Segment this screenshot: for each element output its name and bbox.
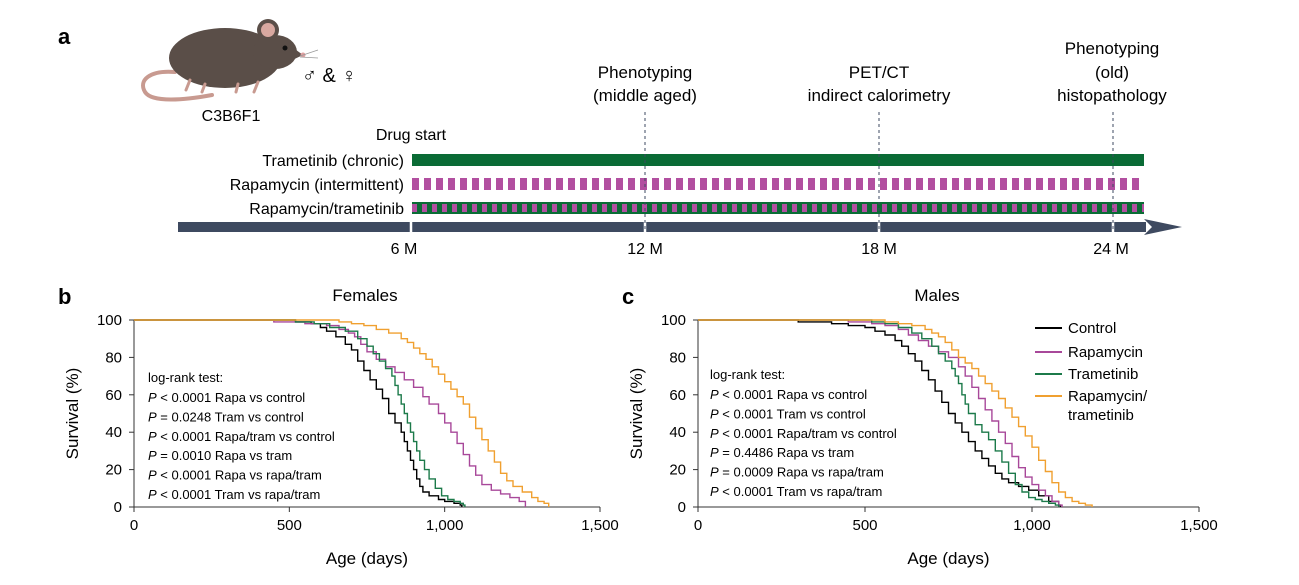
mouse-strain-label: C3B6F1 xyxy=(202,108,261,125)
x-tick-label-f: 0 xyxy=(130,517,138,534)
legend-label-control: Control xyxy=(1068,320,1116,337)
legend-label-combo-line-2: trametinib xyxy=(1068,407,1134,424)
stats-row-f: P < 0.0001 Rapa vs control xyxy=(148,390,305,405)
y-tick-label-f: 80 xyxy=(105,349,122,366)
x-axis-label-m: Age (days) xyxy=(907,549,989,568)
bar-label-rapamycin: Rapamycin (intermittent) xyxy=(230,177,404,194)
stats-row-m: P < 0.0001 Rapa/tram vs control xyxy=(710,426,897,441)
survival-curve-trametinib-m xyxy=(698,319,1060,507)
survival-curve-trametinib-f xyxy=(134,319,466,507)
panel-b-label: b xyxy=(58,284,71,309)
bar-label-trametinib: Trametinib (chronic) xyxy=(262,153,404,170)
stats-row-f: P < 0.0001 Tram vs rapa/tram xyxy=(148,487,320,502)
x-tick-label-m: 500 xyxy=(852,517,877,534)
milestone-1-line-2: (middle aged) xyxy=(593,86,697,105)
timeline: Drug start Trametinib (chronic) Rapamyci… xyxy=(178,39,1182,258)
y-tick-label-f: 60 xyxy=(105,387,122,404)
sex-label: ♂ & ♀ xyxy=(302,65,356,87)
milestone-3-line-2: (old) xyxy=(1095,63,1129,82)
y-tick-label-f: 100 xyxy=(97,312,122,329)
milestone-2-line-2: indirect calorimetry xyxy=(808,86,951,105)
drug-start-label: Drug start xyxy=(376,127,447,144)
y-tick-label-m: 20 xyxy=(669,462,686,479)
stats-row-m: P = 0.4486 Rapa vs tram xyxy=(710,445,854,460)
y-tick-label-f: 20 xyxy=(105,462,122,479)
stats-row-m: P < 0.0001 Rapa vs control xyxy=(710,387,867,402)
y-tick-label-f: 0 xyxy=(114,499,122,516)
legend-label-combo: Rapamycin/ xyxy=(1068,388,1148,405)
survival-curve-control-f xyxy=(134,319,463,507)
milestone-1-line-1: Phenotyping xyxy=(598,63,693,82)
stats-row-f: P < 0.0001 Rapa/tram vs control xyxy=(148,429,335,444)
timeline-arrow-icon xyxy=(1144,219,1182,235)
stats-row-f: P < 0.0001 Rapa vs rapa/tram xyxy=(148,468,322,483)
mouse-icon xyxy=(141,19,319,102)
males-survival-chart: Males 0 500 1,000 1,500 0 20 40 60 80 100 Age (days… xyxy=(627,286,1218,568)
y-tick-label-f: 40 xyxy=(105,424,122,441)
milestone-3-line-3: histopathology xyxy=(1057,86,1167,105)
legend-label-rapamycin: Rapamycin xyxy=(1068,344,1143,361)
milestone-2-line-1: PET/CT xyxy=(849,63,909,82)
x-tick-label-m: 0 xyxy=(694,517,702,534)
survival-curve-rapamycin-f xyxy=(134,319,527,507)
stats-row-m: P < 0.0001 Tram vs rapa/tram xyxy=(710,484,882,499)
y-tick-label-m: 80 xyxy=(669,349,686,366)
x-axis-label-f: Age (days) xyxy=(326,549,408,568)
y-tick-label-m: 60 xyxy=(669,387,686,404)
x-tick-label-f: 1,000 xyxy=(426,517,464,534)
panel-c-label: c xyxy=(622,284,634,309)
y-tick-label-m: 40 xyxy=(669,424,686,441)
chart-title-f: Females xyxy=(332,286,397,305)
bar-label-combo: Rapamycin/trametinib xyxy=(249,201,404,218)
x-tick-label-m: 1,500 xyxy=(1180,517,1218,534)
y-tick-label-m: 100 xyxy=(661,312,686,329)
timeline-tick-6m: 6 M xyxy=(391,241,418,258)
x-tick-label-m: 1,000 xyxy=(1013,517,1051,534)
stats-row-m: P < 0.0001 Tram vs control xyxy=(710,406,866,421)
stats-title-f: log-rank test: xyxy=(148,370,223,385)
panel-a-label: a xyxy=(58,24,71,49)
legend-label-trametinib: Trametinib xyxy=(1068,366,1138,383)
timeline-tick-12m: 12 M xyxy=(627,241,663,258)
x-tick-label-f: 1,500 xyxy=(581,517,619,534)
survival-curve-combo-f xyxy=(134,319,550,507)
stats-row-m: P = 0.0009 Rapa vs rapa/tram xyxy=(710,465,884,480)
trametinib-bar xyxy=(412,154,1144,166)
stats-title-m: log-rank test: xyxy=(710,367,785,382)
y-tick-label-m: 0 xyxy=(678,499,686,516)
legend: Control Rapamycin Trametinib Rapamycin/ … xyxy=(1035,320,1148,424)
timeline-tick-18m: 18 M xyxy=(861,241,897,258)
x-tick-label-f: 500 xyxy=(277,517,302,534)
milestone-3-line-1: Phenotyping xyxy=(1065,39,1160,58)
timeline-tick-24m: 24 M xyxy=(1093,241,1129,258)
survival-curve-rapamycin-m xyxy=(698,319,1063,507)
females-survival-chart: Females 0 500 1,000 1,500 0 20 40 60 80 100 Age (da… xyxy=(63,286,619,568)
chart-title-m: Males xyxy=(914,286,959,305)
stats-row-f: P = 0.0248 Tram vs control xyxy=(148,409,304,424)
stats-row-f: P = 0.0010 Rapa vs tram xyxy=(148,448,292,463)
survival-curve-control-m xyxy=(698,319,1062,507)
survival-curve-combo-m xyxy=(698,319,1093,507)
y-axis-label-m: Survival (%) xyxy=(627,368,646,460)
timeline-axis xyxy=(178,222,1146,232)
y-axis-label-f: Survival (%) xyxy=(63,368,82,460)
